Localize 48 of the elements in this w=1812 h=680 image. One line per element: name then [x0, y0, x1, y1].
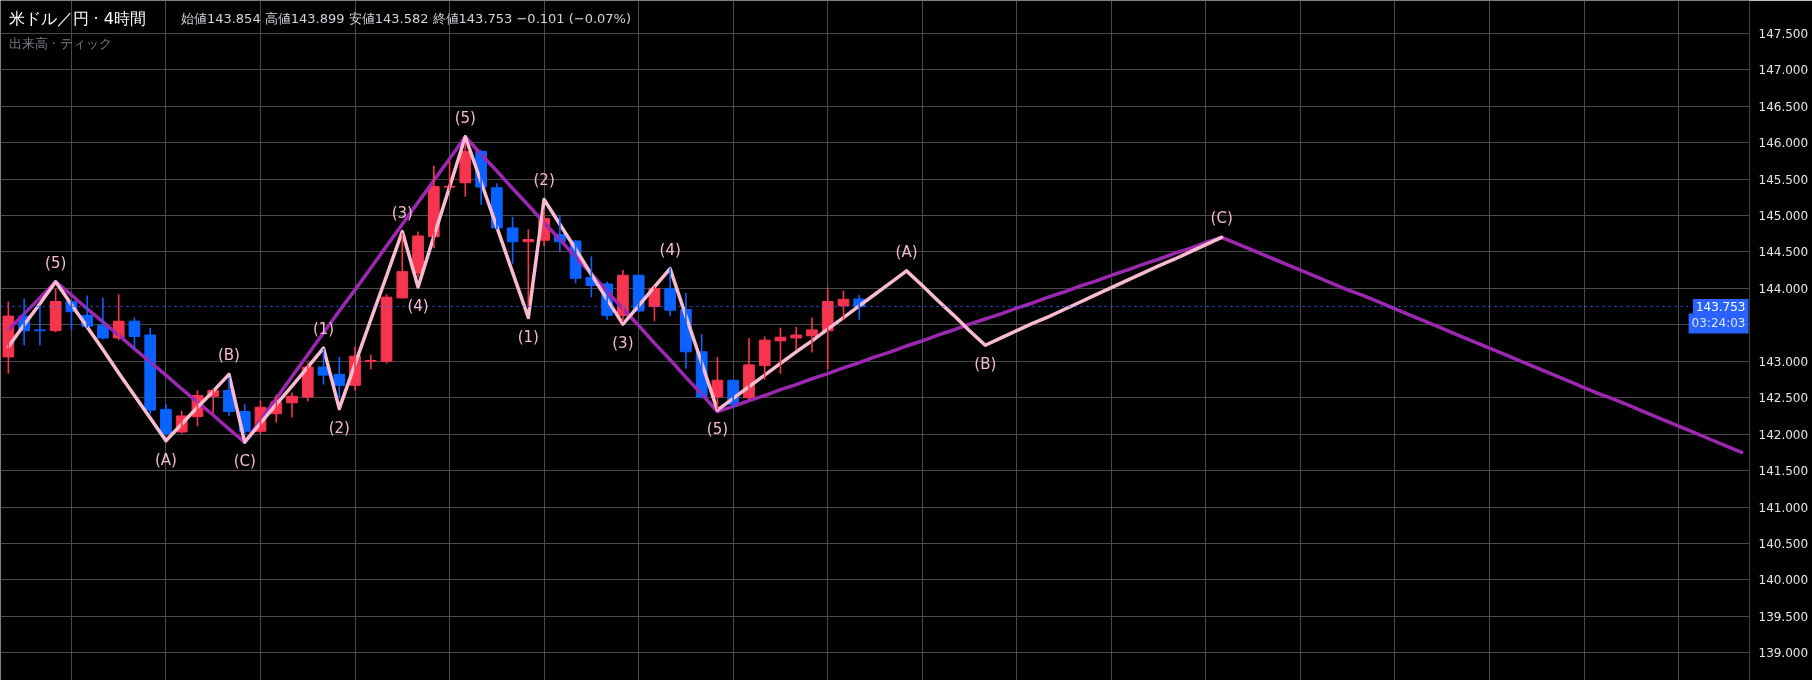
- annotation: (2): [328, 418, 350, 437]
- y-tick-label: 144.000: [1758, 281, 1809, 296]
- y-tick-label: 139.000: [1758, 646, 1809, 661]
- y-tick-label: 142.000: [1758, 427, 1809, 442]
- annotation: (5): [45, 253, 67, 272]
- annotation: (4): [659, 240, 681, 259]
- ref-line-label: 143.753: [1695, 299, 1746, 314]
- y-tick-label: 139.500: [1758, 609, 1809, 624]
- annotation: 出来高 · ティック: [8, 36, 112, 51]
- line-series: [6, 135, 1744, 455]
- annotation: (A): [154, 450, 177, 469]
- candlestick: [364, 354, 377, 370]
- annotation: (2): [533, 171, 555, 190]
- annotation: (5): [706, 420, 729, 439]
- annotation: (1): [517, 327, 539, 346]
- candlestick: [34, 305, 46, 346]
- candlestick: [128, 317, 141, 350]
- y-tick-label: 145.500: [1758, 172, 1809, 187]
- annotation: (C): [233, 452, 256, 471]
- text: 始値143.854 高値143.899 安値143.582 終値143.753 −0.101 (−0.07%): [180, 11, 632, 26]
- y-tick-label: 144.500: [1758, 245, 1809, 260]
- candlestick: [380, 294, 393, 364]
- y-tick-label: 143.000: [1758, 354, 1809, 369]
- candlestick: [49, 289, 62, 333]
- candlestick: [522, 229, 535, 308]
- annotation: (C): [1210, 209, 1233, 228]
- annotation: 03:24:03: [1691, 316, 1746, 331]
- candlestick: [837, 290, 850, 320]
- y-tick-label: 147.000: [1758, 63, 1809, 78]
- candlestick: [790, 326, 803, 350]
- y-tick-label: 141.500: [1758, 464, 1809, 479]
- annotation: (4): [407, 296, 429, 315]
- annotation: (B): [217, 346, 240, 365]
- y-tick-label: 145.000: [1758, 209, 1809, 224]
- text: 米ドル／円 · 4時間: [8, 9, 146, 28]
- candlestick: [506, 216, 519, 264]
- y-tick-label: 142.500: [1758, 391, 1809, 406]
- y-tick-label: 141.000: [1758, 500, 1809, 515]
- y-tick-label: 140.000: [1758, 573, 1809, 588]
- annotation: (3): [612, 334, 634, 353]
- annotation: (A): [895, 242, 918, 261]
- y-tick-label: 146.000: [1758, 136, 1809, 151]
- y-tick-label: 140.500: [1758, 536, 1809, 551]
- annotation: (B): [974, 355, 997, 374]
- y-tick-label: 146.500: [1758, 99, 1809, 114]
- annotation: (5): [454, 108, 476, 127]
- candlestick: [774, 327, 787, 374]
- y-tick-label: 147.500: [1758, 26, 1809, 41]
